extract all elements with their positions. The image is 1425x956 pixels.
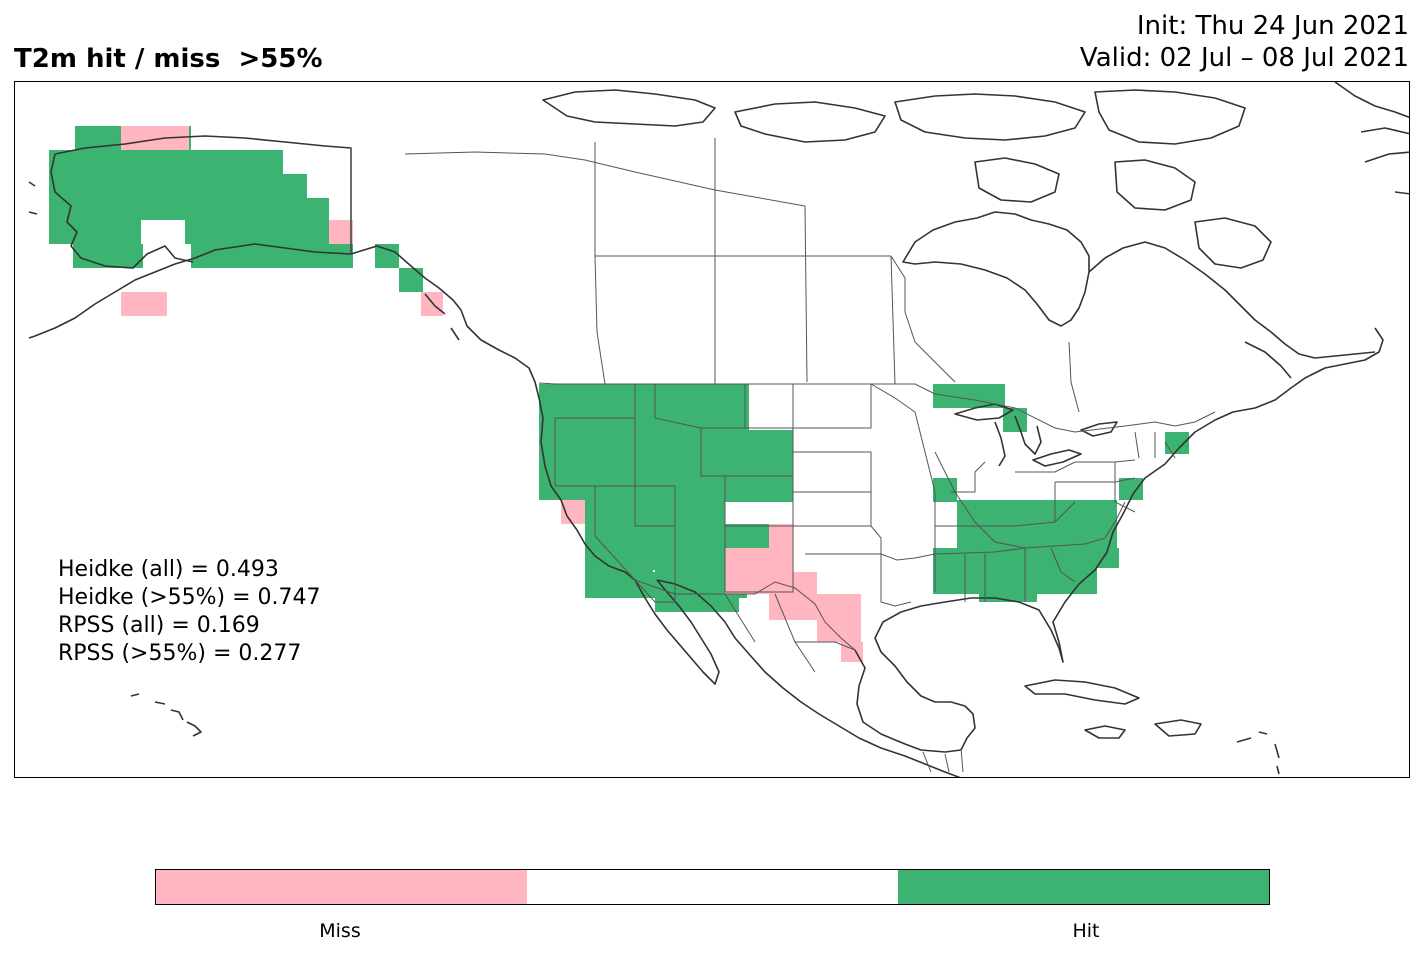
hit-cell <box>1165 432 1189 454</box>
hit-cell <box>1003 502 1027 526</box>
colorbar-miss-segment <box>156 870 527 904</box>
colorbar <box>155 869 1270 905</box>
hit-cell <box>49 150 283 174</box>
miss-cell <box>329 220 353 244</box>
date-info: Init: Thu 24 Jun 2021 Valid: 02 Jul – 08… <box>1080 10 1409 74</box>
miss-cell <box>121 292 167 316</box>
forecast-map <box>14 81 1410 778</box>
hit-cell <box>49 198 329 220</box>
heidke-55: Heidke (>55%) = 0.747 <box>58 585 321 610</box>
heidke-all: Heidke (all) = 0.493 <box>58 557 279 582</box>
map-title: T2m hit / miss >55% <box>14 44 323 74</box>
verification-cells <box>49 126 1189 662</box>
colorbar-neutral-segment <box>527 870 898 904</box>
hit-cell <box>979 594 1037 602</box>
hit-cell <box>1119 478 1143 500</box>
hit-cell <box>73 244 143 268</box>
hit-cell <box>1003 408 1027 432</box>
miss-cell <box>421 292 443 316</box>
valid-dates: Valid: 02 Jul – 08 Jul 2021 <box>1079 43 1409 73</box>
hit-cell <box>49 220 141 244</box>
colorbar-label-miss: Miss <box>319 920 361 942</box>
colorbar-label-hit: Hit <box>1072 920 1100 942</box>
hit-cell <box>701 430 793 502</box>
hit-cell <box>49 174 307 198</box>
miss-cell <box>561 500 585 524</box>
colorbar-hit-segment <box>898 870 1269 904</box>
rpss-55: RPSS (>55%) = 0.277 <box>58 641 302 666</box>
hit-cell <box>655 598 739 612</box>
hit-cell <box>191 244 353 268</box>
hit-cell <box>933 478 957 502</box>
miss-cell <box>725 548 769 594</box>
hit-cell <box>933 568 1097 594</box>
miss-cell <box>817 618 861 642</box>
rpss-all: RPSS (all) = 0.169 <box>58 613 260 638</box>
hit-cell <box>375 244 399 268</box>
hit-cell <box>399 268 423 292</box>
skill-scores: Heidke (all) = 0.493 Heidke (>55%) = 0.7… <box>58 556 321 668</box>
hit-cell <box>933 548 1119 568</box>
hit-cell <box>185 220 351 244</box>
init-date: Init: Thu 24 Jun 2021 <box>1136 11 1409 41</box>
map-canvas <box>28 82 1409 777</box>
miss-cell <box>769 594 861 620</box>
political-borders <box>350 138 1216 773</box>
miss-cell <box>769 524 793 572</box>
hit-cell <box>539 492 585 500</box>
